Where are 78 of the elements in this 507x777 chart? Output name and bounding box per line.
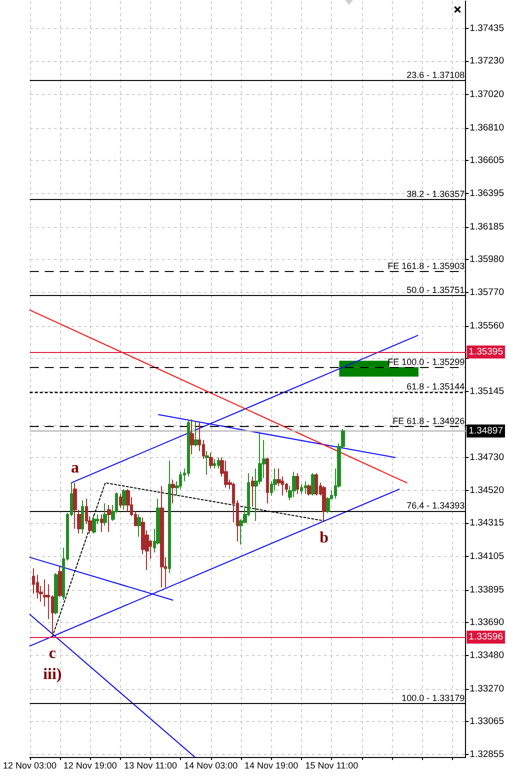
y-tick-label: 1.34315 (470, 518, 504, 529)
candlestick (307, 484, 311, 496)
y-tick-label: 1.37020 (470, 89, 504, 100)
y-tick-label: 1.34730 (470, 452, 504, 463)
y-tick-label: 1.35145 (470, 386, 504, 398)
candlestick (292, 471, 296, 498)
candlestick (126, 488, 130, 512)
annotation: FE 61.8 - 1.34926 (392, 416, 465, 426)
annotation: c (48, 645, 56, 662)
ref-line-label: 1.33596 (468, 632, 504, 643)
candlestick (100, 514, 103, 532)
y-tick-label: 1.35770 (470, 287, 504, 298)
y-tick-label: 1.33690 (470, 616, 504, 628)
candlestick (213, 458, 216, 470)
x-tick-label: 14 Nov 03:00 (184, 760, 238, 770)
annotation: 76.4 - 1.34393 (406, 500, 465, 510)
annotation: FE 161.8 - 1.35903 (388, 261, 465, 272)
candlestick (137, 514, 141, 538)
x-tick-label: 15 Nov 11:00 (305, 760, 358, 770)
candlestick (266, 456, 269, 504)
y-tick-label: 1.36605 (470, 154, 504, 166)
candlestick (311, 472, 315, 496)
y-tick-label: 1.37230 (470, 56, 504, 67)
annotation: iii) (43, 666, 62, 684)
y-tick-label: 1.33895 (470, 584, 504, 596)
candlestick (58, 566, 62, 598)
ref-line-label: 1.35395 (468, 346, 504, 358)
candlestick (81, 500, 84, 534)
candlestick (304, 480, 307, 494)
candlestick (103, 502, 107, 526)
annotation: a (71, 459, 80, 476)
annotation: 23.6 - 1.37108 (406, 70, 465, 80)
annotation: 50.0 - 1.35751 (406, 285, 465, 296)
candlestick (122, 488, 126, 510)
annotation: b (320, 529, 329, 546)
y-tick-label: 1.35560 (470, 320, 504, 332)
y-tick-label: 1.35980 (470, 254, 504, 265)
candlestick (300, 484, 303, 494)
candlestick (119, 493, 122, 509)
annotation: 38.2 - 1.36357 (406, 189, 465, 200)
candlestick (224, 460, 228, 488)
candlestick (205, 450, 209, 476)
candlestick (251, 476, 254, 508)
y-tick-label: 1.34520 (470, 485, 504, 496)
candlestick (190, 418, 194, 455)
candlestick (73, 482, 77, 530)
candlestick (194, 420, 198, 447)
candlestick (107, 504, 111, 532)
candlestick (322, 485, 326, 522)
candlestick (168, 460, 171, 574)
candlestick (217, 456, 220, 470)
y-tick-label: 1.33480 (470, 650, 504, 662)
x-tick-label: 14 Nov 19:00 (244, 760, 298, 770)
candlestick (315, 472, 318, 496)
y-tick-label: 1.36395 (470, 188, 504, 200)
candlestick (92, 514, 96, 534)
candlestick (273, 468, 277, 492)
y-tick-label: 1.37435 (470, 23, 504, 34)
annotation: FE 100.0 - 1.35299 (388, 356, 465, 367)
annotation: 61.8 - 1.35144 (406, 381, 465, 392)
x-tick-label: 12 Nov 03:00 (2, 760, 57, 770)
candlestick (209, 452, 213, 470)
y-tick-label: 1.34105 (470, 551, 504, 562)
candlestick (296, 472, 299, 494)
candlestick (171, 479, 175, 504)
x-tick-label: 12 Nov 19:00 (63, 760, 117, 770)
candlestick (187, 418, 190, 477)
y-tick-label: 1.36810 (470, 122, 504, 134)
candlestick (160, 485, 164, 588)
y-tick-label: 1.32855 (470, 749, 504, 760)
x-tick-label: 13 Nov 11:00 (124, 760, 177, 770)
candlestick (32, 568, 35, 594)
ref-line-label: 1.34897 (468, 425, 504, 436)
y-tick-label: 1.33065 (470, 716, 504, 727)
candlestick (54, 572, 58, 615)
y-tick-label: 1.33270 (470, 683, 504, 694)
annotation: 100.0 - 1.33179 (402, 692, 465, 703)
y-tick-label: 1.36185 (470, 221, 504, 232)
